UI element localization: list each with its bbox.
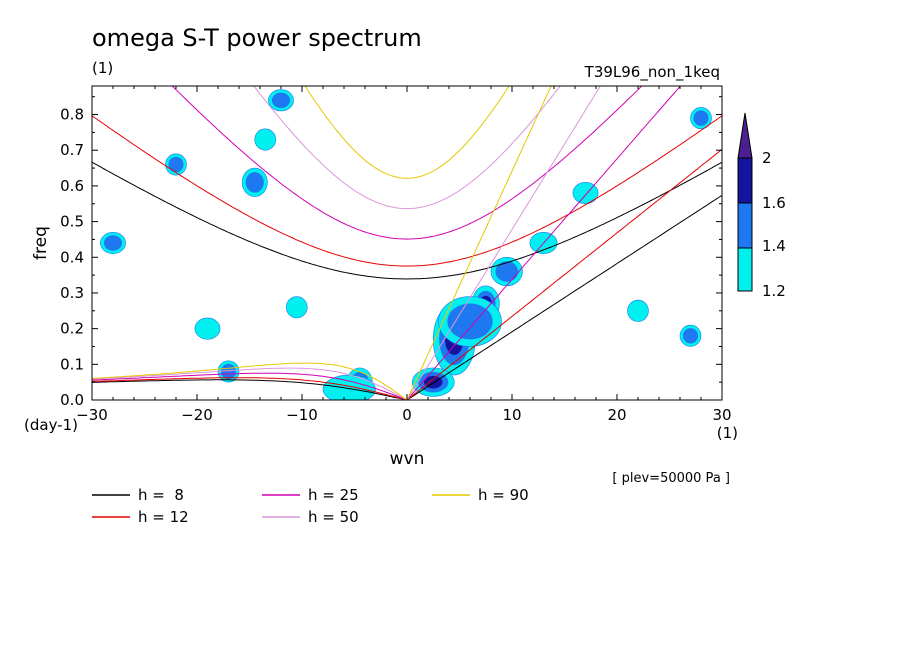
rossby-curve bbox=[92, 362, 408, 400]
power-blob bbox=[285, 296, 308, 319]
colorbar-swatch bbox=[737, 202, 753, 249]
legend-label: h = 8 bbox=[138, 486, 184, 504]
gravity-wave-curve bbox=[92, 115, 722, 267]
rossby-curve bbox=[92, 377, 408, 400]
legend: h = 8 h = 12 h = 25 h = 50 h = 90 bbox=[92, 486, 529, 526]
power-blob bbox=[490, 256, 523, 287]
y-tick-label: 0.0 bbox=[60, 391, 84, 409]
x-tick-label: −30 bbox=[76, 406, 108, 424]
y-tick-label: 0.8 bbox=[60, 106, 84, 124]
colorbar-label: 2 bbox=[762, 149, 772, 167]
rossby-curve bbox=[92, 379, 408, 400]
x-tick-label: 30 bbox=[712, 406, 731, 424]
y-tick-label: 0.4 bbox=[60, 248, 84, 266]
y-axis-unit: (day-1) bbox=[24, 416, 78, 434]
legend-label: h = 12 bbox=[138, 508, 189, 526]
colorbar-label: 1.6 bbox=[762, 194, 786, 212]
y-tick-label: 0.3 bbox=[60, 284, 84, 302]
x-tick-label: −20 bbox=[181, 406, 213, 424]
power-contour bbox=[103, 235, 123, 251]
gravity-wave-curve bbox=[253, 86, 561, 210]
power-blob bbox=[268, 89, 294, 112]
power-heatmap bbox=[100, 89, 712, 400]
axis-ticks: −30 −20 −10 0 10 20 30 0.0 0.1 0.2 0.3 0.4 0.5 0.6 0.7… bbox=[60, 86, 732, 424]
legend-label: h = 25 bbox=[308, 486, 359, 504]
power-contour bbox=[693, 110, 709, 126]
kelvin-curve bbox=[406, 86, 552, 400]
kelvin-curve bbox=[406, 194, 722, 400]
colorbar-label: 1.2 bbox=[762, 282, 786, 300]
power-contour bbox=[495, 261, 519, 282]
legend-item: h = 25 bbox=[262, 486, 359, 504]
x-tick-label: −10 bbox=[286, 406, 318, 424]
power-contour bbox=[254, 128, 277, 151]
power-blob bbox=[679, 324, 702, 347]
legend-label: h = 50 bbox=[308, 508, 359, 526]
power-contour bbox=[627, 299, 649, 322]
power-blob bbox=[254, 128, 277, 151]
rossby-curve bbox=[92, 372, 408, 400]
y-tick-label: 0.2 bbox=[60, 320, 84, 338]
power-blob bbox=[322, 374, 376, 400]
y-tick-label: 0.7 bbox=[60, 141, 84, 159]
power-contour bbox=[424, 375, 443, 389]
kelvin-curve bbox=[406, 86, 682, 400]
x-axis-unit: (1) bbox=[717, 424, 738, 442]
x-tick-label: 0 bbox=[402, 406, 412, 424]
power-blob bbox=[194, 317, 221, 340]
kelvin-curve bbox=[406, 148, 722, 400]
x-tick-label: 10 bbox=[502, 406, 521, 424]
plot-area: −30 −20 −10 0 10 20 30 0.0 0.1 0.2 0.3 0.4 0.5 0.6 0.7… bbox=[60, 85, 732, 424]
colorbar-extend-arrow bbox=[737, 112, 753, 159]
gravity-wave-curve bbox=[304, 86, 510, 179]
power-contour bbox=[322, 374, 376, 400]
legend-item: h = 8 bbox=[92, 486, 184, 504]
power-contour bbox=[285, 296, 308, 319]
legend-label: h = 90 bbox=[478, 486, 529, 504]
y-tick-label: 0.5 bbox=[60, 213, 84, 231]
power-blob bbox=[100, 231, 126, 255]
power-contour bbox=[682, 328, 699, 344]
power-blob bbox=[438, 296, 502, 347]
x-axis-label: wvn bbox=[390, 449, 425, 469]
legend-item: h = 90 bbox=[432, 486, 529, 504]
kelvin-curve bbox=[406, 86, 601, 400]
rossby-curve bbox=[92, 367, 408, 400]
colorbar-label: 1.4 bbox=[762, 237, 786, 255]
colorbar: 1.2 1.4 1.6 2 bbox=[737, 112, 786, 300]
legend-item: h = 50 bbox=[262, 508, 359, 526]
power-blob bbox=[165, 153, 187, 176]
power-contour bbox=[245, 172, 264, 193]
power-blob bbox=[241, 167, 268, 197]
x-tick-label: 20 bbox=[607, 406, 626, 424]
power-blob bbox=[690, 107, 712, 130]
chart-subtitle-left: (1) bbox=[92, 59, 113, 77]
power-contour bbox=[271, 92, 291, 108]
dispersion-curves bbox=[92, 86, 722, 400]
power-contour bbox=[168, 156, 184, 173]
colorbar-swatch bbox=[737, 245, 753, 292]
power-contour bbox=[447, 303, 493, 340]
gravity-wave-curve bbox=[171, 86, 643, 240]
y-tick-label: 0.1 bbox=[60, 355, 84, 373]
y-tick-label: 0.6 bbox=[60, 177, 84, 195]
legend-item: h = 12 bbox=[92, 508, 189, 526]
gravity-wave-curve bbox=[92, 161, 722, 280]
power-contour bbox=[194, 317, 221, 340]
chart-title: omega S-T power spectrum bbox=[92, 24, 422, 52]
y-axis-label: freq bbox=[31, 226, 51, 260]
chart-subtitle-right: T39L96_non_1keq bbox=[584, 63, 720, 82]
plev-annotation: [ plev=50000 Pa ] bbox=[612, 471, 730, 486]
power-blob bbox=[627, 299, 649, 322]
plot-frame bbox=[91, 85, 723, 401]
colorbar-swatch bbox=[737, 157, 753, 204]
